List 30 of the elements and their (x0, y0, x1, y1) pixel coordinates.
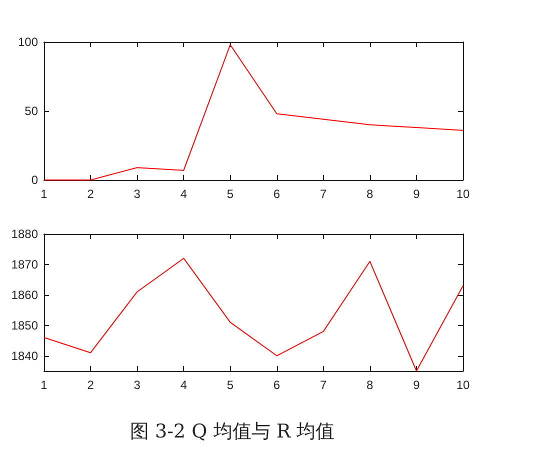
x-tick-label: 8 (366, 187, 374, 201)
x-tick-label: 5 (226, 187, 234, 201)
x-tick-label: 7 (320, 378, 327, 392)
y-tick-label: 0 (31, 173, 38, 187)
x-tick-label: 1 (40, 378, 48, 392)
y-tick-label: 1850 (11, 318, 38, 332)
caption: 图 3-2 Q 均值与 R 均值 (130, 420, 335, 442)
x-tick-label: 10 (456, 378, 470, 392)
x-tick-label: 9 (413, 187, 420, 201)
x-tick-label: 4 (180, 378, 188, 392)
x-tick-label: 4 (180, 187, 188, 201)
x-tick-label: 2 (87, 378, 94, 392)
x-tick-label: 8 (366, 378, 374, 392)
x-tick-label: 10 (456, 187, 470, 201)
y-tick-label: 1860 (11, 288, 38, 302)
x-tick-label: 5 (226, 378, 234, 392)
y-tick-label: 1840 (11, 348, 38, 363)
x-tick-label: 7 (320, 187, 327, 201)
x-tick-label: 9 (413, 378, 420, 392)
y-tick-label: 1870 (11, 257, 38, 272)
y-tick-label: 50 (24, 104, 38, 118)
x-tick-label: 3 (134, 378, 141, 392)
x-tick-label: 2 (87, 187, 94, 201)
y-tick-label: 1880 (11, 227, 38, 241)
x-tick-label: 1 (40, 187, 48, 201)
x-tick-label: 6 (273, 187, 280, 201)
y-tick-label: 100 (18, 35, 38, 49)
x-tick-label: 6 (273, 378, 280, 392)
x-tick-label: 3 (134, 187, 141, 201)
line-series (44, 44, 464, 180)
